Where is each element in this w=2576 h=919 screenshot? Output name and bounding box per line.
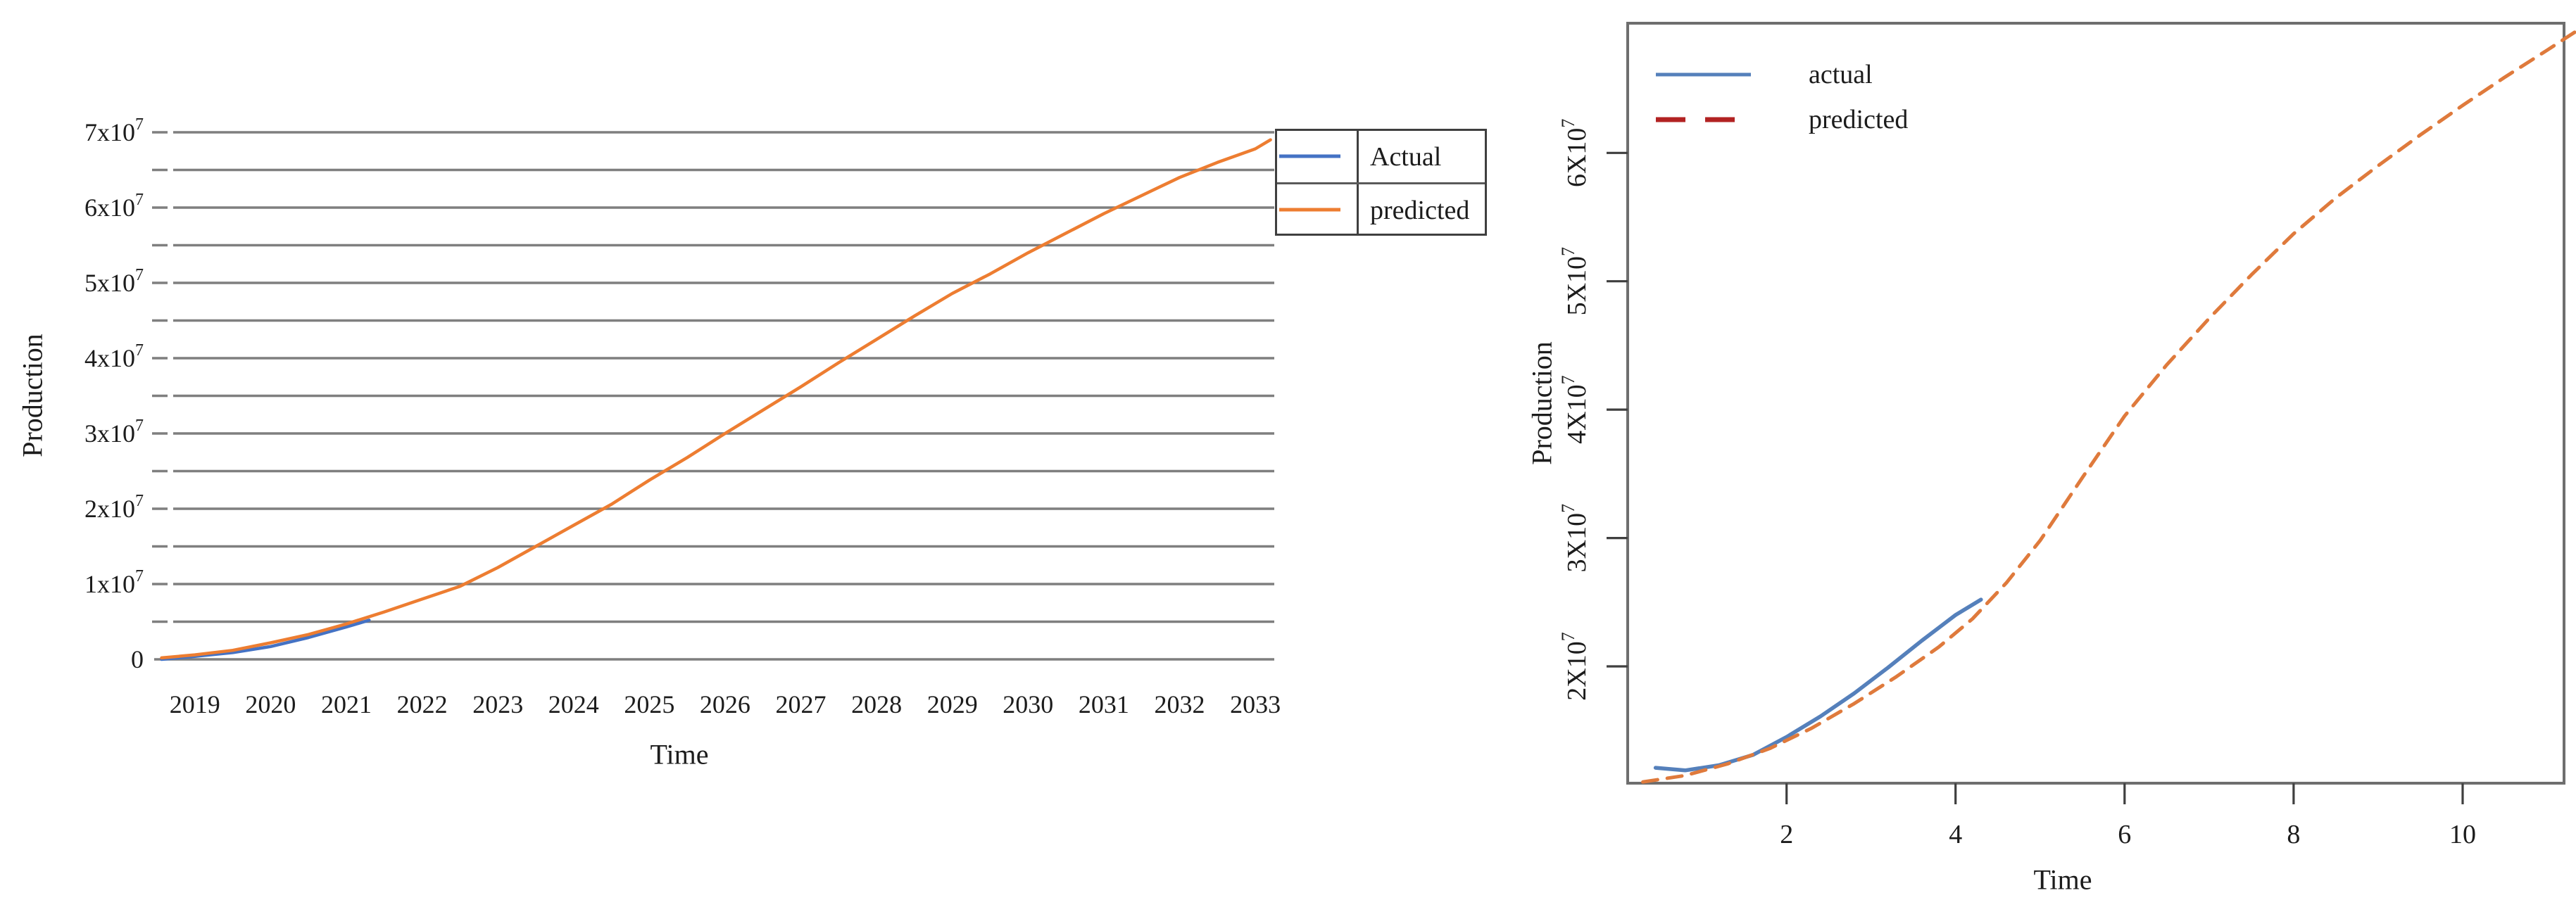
actual-line-sample-svg <box>1656 72 1751 77</box>
right-plot-frame <box>1626 22 2565 785</box>
legend-label-predicted: predicted <box>1370 195 1470 225</box>
left-x-tick-label: 2025 <box>624 690 674 718</box>
left-x-tick-label: 2029 <box>927 690 978 718</box>
left-y-tick-label: 3x107 <box>84 417 144 448</box>
right-y-tick-label: 4X107 <box>1558 375 1592 443</box>
legend-item-predicted: predicted <box>1277 182 1485 236</box>
right-y-tick-label: 3X107 <box>1558 504 1592 572</box>
legend-item-actual: actual <box>1656 52 1908 97</box>
left-x-tick-label: 2028 <box>851 690 902 718</box>
left-legend: Actual predicted <box>1275 129 1487 236</box>
right-x-tick-label: 8 <box>2287 820 2300 849</box>
left-x-tick-label: 2020 <box>245 690 296 718</box>
legend-item-predicted: predicted <box>1656 97 1908 142</box>
left-x-tick-label: 2022 <box>397 690 448 718</box>
left-y-axis-title: Production <box>16 334 49 457</box>
left-y-tick-label: 5x107 <box>84 266 144 297</box>
right-y-tick-label: 6X107 <box>1558 119 1592 187</box>
left-x-tick-label: 2023 <box>472 690 523 718</box>
right-y-tick-label: 5X107 <box>1558 247 1592 315</box>
right-x-tick-label: 6 <box>2118 820 2131 849</box>
right-x-tick-label: 10 <box>2449 820 2476 849</box>
left-x-tick-label: 2032 <box>1155 690 1205 718</box>
left-y-tick-label: 0 <box>131 645 144 673</box>
predicted-line-sample-svg <box>1279 208 1340 212</box>
right-legend: actual predicted <box>1656 52 1908 142</box>
left-x-tick-label: 2030 <box>1003 690 1053 718</box>
left-x-tick-label: 2033 <box>1230 690 1281 718</box>
left-x-tick-label: 2019 <box>170 690 220 718</box>
left-y-tick-label: 1x107 <box>84 567 144 598</box>
left-y-tick-label: 2x107 <box>84 492 144 523</box>
right-x-axis-title: Time <box>2033 863 2092 896</box>
right-predicted-line <box>1641 29 2576 784</box>
legend-sample-cell <box>1277 131 1359 182</box>
predicted-dashed-sample-svg <box>1656 117 1751 122</box>
left-y-tick-label: 7x107 <box>84 115 144 146</box>
right-y-axis-title: Production <box>1526 341 1558 465</box>
left-x-tick-label: 2031 <box>1079 690 1129 718</box>
left-x-tick-label: 2026 <box>700 690 750 718</box>
left-x-tick-label: 2021 <box>321 690 372 718</box>
left-y-tick-label: 6x107 <box>84 191 144 222</box>
legend-label-predicted: predicted <box>1809 105 1909 134</box>
legend-item-actual: Actual <box>1277 131 1485 182</box>
left-x-tick-label: 2027 <box>776 690 827 718</box>
left-y-tick-label: 4x107 <box>84 341 144 372</box>
left-x-axis-title: Time <box>650 738 709 771</box>
legend-label-actual: actual <box>1809 60 1873 89</box>
left-predicted-line <box>160 138 1272 660</box>
right-y-tick-label: 2X107 <box>1558 632 1592 700</box>
legend-sample-cell <box>1277 184 1359 236</box>
legend-label-actual: Actual <box>1370 141 1442 172</box>
left-x-tick-label: 2024 <box>548 690 599 718</box>
right-x-tick-label: 4 <box>1949 820 1962 849</box>
right-actual-line <box>1653 597 1983 773</box>
right-x-tick-label: 2 <box>1780 820 1793 849</box>
actual-line-sample-svg <box>1279 154 1340 158</box>
